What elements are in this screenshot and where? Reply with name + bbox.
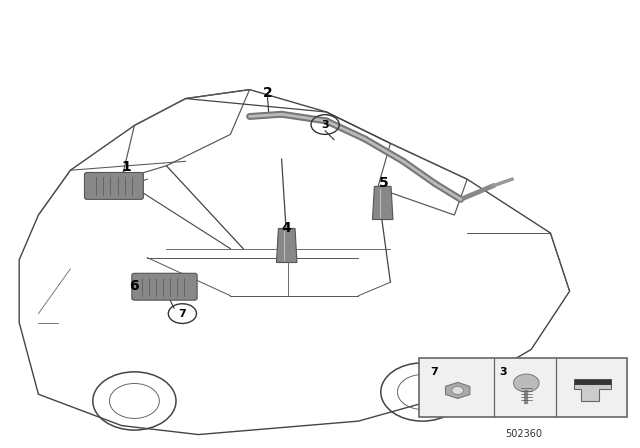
Text: 4: 4 [282,220,292,235]
Circle shape [513,374,539,392]
Text: 7: 7 [431,367,438,377]
Text: 1: 1 [122,159,132,174]
Text: 502360: 502360 [505,429,541,439]
Circle shape [452,386,463,395]
Text: 6: 6 [129,279,140,293]
Polygon shape [372,186,393,220]
Polygon shape [573,384,611,401]
Text: 7: 7 [179,309,186,319]
Text: 5: 5 [379,176,389,190]
Polygon shape [276,228,297,263]
Bar [573,379,611,384]
Polygon shape [445,383,470,399]
Text: 3: 3 [321,120,329,129]
Text: 2: 2 [262,86,273,100]
FancyBboxPatch shape [84,172,143,199]
FancyBboxPatch shape [132,273,197,300]
Bar [419,358,627,417]
Text: 3: 3 [499,367,507,377]
